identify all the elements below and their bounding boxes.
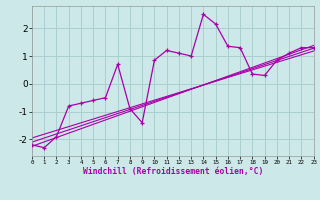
X-axis label: Windchill (Refroidissement éolien,°C): Windchill (Refroidissement éolien,°C) — [83, 167, 263, 176]
